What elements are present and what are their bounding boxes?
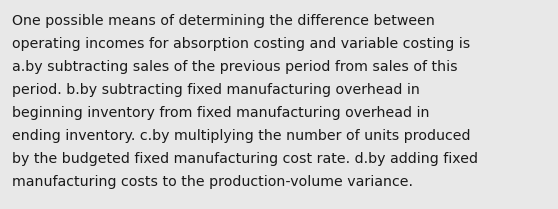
Text: manufacturing costs to the production-volume variance.: manufacturing costs to the production-vo… bbox=[12, 175, 413, 189]
Text: period. b.​by subtracting fixed manufacturing overhead in: period. b.​by subtracting fixed manufact… bbox=[12, 83, 420, 97]
Text: operating incomes for absorption costing and variable costing is: operating incomes for absorption costing… bbox=[12, 37, 470, 51]
Text: One possible means of determining the difference between: One possible means of determining the di… bbox=[12, 14, 435, 28]
Text: beginning inventory from fixed manufacturing overhead in: beginning inventory from fixed manufactu… bbox=[12, 106, 430, 120]
Text: ending inventory. c.​by multiplying the number of units produced: ending inventory. c.​by multiplying the … bbox=[12, 129, 470, 143]
Text: a.​by subtracting sales of the previous period from sales of this: a.​by subtracting sales of the previous … bbox=[12, 60, 458, 74]
Text: by the budgeted fixed manufacturing cost rate. d.​by adding fixed: by the budgeted fixed manufacturing cost… bbox=[12, 152, 478, 166]
